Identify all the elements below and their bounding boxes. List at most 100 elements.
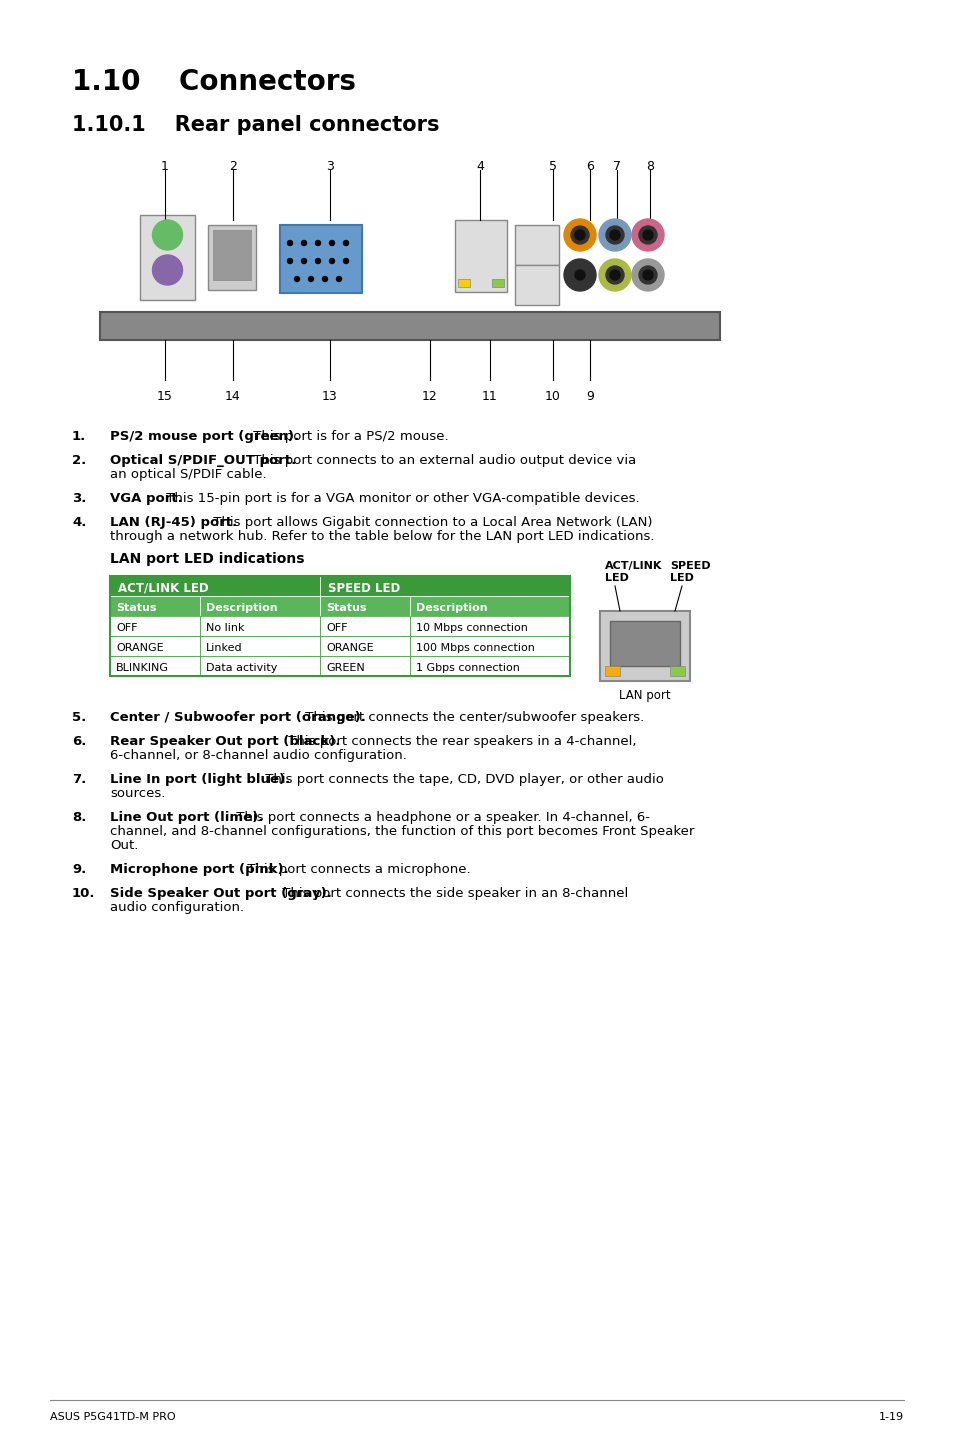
Text: This port connects the center/subwoofer speakers.: This port connects the center/subwoofer … bbox=[301, 710, 644, 723]
Text: 3.: 3. bbox=[71, 492, 87, 505]
Circle shape bbox=[563, 219, 596, 252]
Circle shape bbox=[609, 270, 619, 280]
Text: 7: 7 bbox=[613, 160, 620, 173]
Text: This port connects the side speaker in an 8-channel: This port connects the side speaker in a… bbox=[278, 887, 628, 900]
Text: BLINKING: BLINKING bbox=[116, 663, 169, 673]
Circle shape bbox=[639, 226, 657, 244]
Circle shape bbox=[336, 276, 341, 282]
Text: 8: 8 bbox=[645, 160, 654, 173]
Bar bbox=[599, 611, 689, 682]
Bar bbox=[492, 279, 503, 288]
Circle shape bbox=[639, 266, 657, 283]
Circle shape bbox=[322, 276, 327, 282]
Text: Optical S/PDIF_OUT port.: Optical S/PDIF_OUT port. bbox=[110, 454, 296, 467]
Text: OFF: OFF bbox=[326, 623, 347, 633]
Text: Description: Description bbox=[206, 603, 277, 613]
Bar bbox=[319, 595, 410, 615]
Text: 13: 13 bbox=[322, 390, 337, 403]
Circle shape bbox=[605, 266, 623, 283]
Text: 3: 3 bbox=[326, 160, 334, 173]
Bar bbox=[110, 615, 200, 636]
Bar bbox=[455, 220, 506, 292]
Text: LAN port: LAN port bbox=[618, 689, 670, 702]
Text: 10 Mbps connection: 10 Mbps connection bbox=[416, 623, 527, 633]
Text: This port connects the tape, CD, DVD player, or other audio: This port connects the tape, CD, DVD pla… bbox=[260, 774, 663, 787]
Text: This port connects a headphone or a speaker. In 4-channel, 6-: This port connects a headphone or a spea… bbox=[232, 811, 649, 824]
Text: 6: 6 bbox=[585, 160, 594, 173]
Text: channel, and 8-channel configurations, the function of this port becomes Front S: channel, and 8-channel configurations, t… bbox=[110, 825, 694, 838]
Bar bbox=[410, 615, 569, 636]
Bar bbox=[200, 656, 319, 676]
Text: Microphone port (pink).: Microphone port (pink). bbox=[110, 863, 289, 876]
Text: LAN (RJ-45) port.: LAN (RJ-45) port. bbox=[110, 516, 237, 529]
Text: 7.: 7. bbox=[71, 774, 86, 787]
Text: LAN port LED indications: LAN port LED indications bbox=[110, 552, 304, 567]
Text: ACT/LINK LED: ACT/LINK LED bbox=[118, 581, 209, 594]
Text: 6.: 6. bbox=[71, 735, 87, 748]
Text: Description: Description bbox=[416, 603, 487, 613]
Text: This port connects a microphone.: This port connects a microphone. bbox=[243, 863, 471, 876]
Circle shape bbox=[343, 259, 348, 263]
Bar bbox=[604, 666, 619, 676]
Circle shape bbox=[598, 259, 630, 290]
Text: Data activity: Data activity bbox=[206, 663, 277, 673]
Text: 10: 10 bbox=[544, 390, 560, 403]
Text: 1.10    Connectors: 1.10 Connectors bbox=[71, 68, 355, 96]
Bar bbox=[110, 636, 200, 656]
Text: 12: 12 bbox=[421, 390, 437, 403]
Text: Line Out port (lime).: Line Out port (lime). bbox=[110, 811, 263, 824]
Text: SPEED
LED: SPEED LED bbox=[669, 561, 710, 582]
Text: OFF: OFF bbox=[116, 623, 137, 633]
Text: Side Speaker Out port (gray).: Side Speaker Out port (gray). bbox=[110, 887, 332, 900]
Circle shape bbox=[329, 240, 335, 246]
Bar bbox=[110, 656, 200, 676]
Text: Status: Status bbox=[116, 603, 156, 613]
Text: This port allows Gigabit connection to a Local Area Network (LAN): This port allows Gigabit connection to a… bbox=[209, 516, 652, 529]
Circle shape bbox=[315, 259, 320, 263]
Bar bbox=[200, 636, 319, 656]
Text: 8.: 8. bbox=[71, 811, 87, 824]
Bar bbox=[110, 577, 319, 595]
Circle shape bbox=[329, 259, 335, 263]
Circle shape bbox=[152, 255, 182, 285]
Bar bbox=[410, 595, 569, 615]
Bar bbox=[280, 224, 361, 293]
Text: Linked: Linked bbox=[206, 643, 242, 653]
Circle shape bbox=[343, 240, 348, 246]
Circle shape bbox=[315, 240, 320, 246]
Circle shape bbox=[287, 240, 293, 246]
Text: This port connects to an external audio output device via: This port connects to an external audio … bbox=[249, 454, 636, 467]
Circle shape bbox=[152, 220, 182, 250]
Text: ASUS P5G41TD-M PRO: ASUS P5G41TD-M PRO bbox=[50, 1412, 175, 1422]
Circle shape bbox=[642, 230, 652, 240]
Circle shape bbox=[642, 270, 652, 280]
Circle shape bbox=[631, 259, 663, 290]
Circle shape bbox=[294, 276, 299, 282]
Text: Out.: Out. bbox=[110, 838, 138, 851]
Text: 14: 14 bbox=[225, 390, 240, 403]
Text: ORANGE: ORANGE bbox=[116, 643, 164, 653]
Text: No link: No link bbox=[206, 623, 244, 633]
Bar bbox=[515, 224, 558, 265]
Text: through a network hub. Refer to the table below for the LAN port LED indications: through a network hub. Refer to the tabl… bbox=[110, 531, 654, 544]
Bar bbox=[319, 577, 569, 595]
Bar bbox=[140, 216, 194, 301]
Circle shape bbox=[609, 230, 619, 240]
Text: VGA port.: VGA port. bbox=[110, 492, 183, 505]
Text: 5: 5 bbox=[548, 160, 557, 173]
Circle shape bbox=[575, 230, 584, 240]
Text: This port connects the rear speakers in a 4-channel,: This port connects the rear speakers in … bbox=[284, 735, 636, 748]
Bar bbox=[319, 615, 410, 636]
Text: 2: 2 bbox=[229, 160, 236, 173]
Circle shape bbox=[575, 270, 584, 280]
Text: This port is for a PS/2 mouse.: This port is for a PS/2 mouse. bbox=[249, 430, 448, 443]
Text: ACT/LINK
LED: ACT/LINK LED bbox=[604, 561, 661, 582]
Bar bbox=[200, 615, 319, 636]
Circle shape bbox=[605, 226, 623, 244]
Text: 9: 9 bbox=[585, 390, 594, 403]
Text: 4: 4 bbox=[476, 160, 483, 173]
Circle shape bbox=[631, 219, 663, 252]
Text: 2.: 2. bbox=[71, 454, 86, 467]
Bar bbox=[457, 279, 470, 288]
Text: This 15-pin port is for a VGA monitor or other VGA-compatible devices.: This 15-pin port is for a VGA monitor or… bbox=[162, 492, 639, 505]
